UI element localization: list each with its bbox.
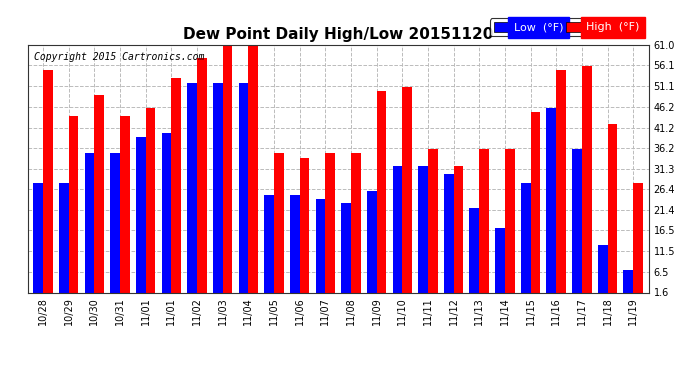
Bar [213,82,223,299]
Bar [453,166,463,299]
Bar [402,87,412,299]
Bar [264,195,274,299]
Bar [325,153,335,299]
Bar [290,195,299,299]
Bar [341,203,351,299]
Bar [505,149,515,299]
Bar [495,228,505,299]
Bar [120,116,130,299]
Bar [428,149,437,299]
Bar [418,166,428,299]
Bar [377,91,386,299]
Bar [444,174,453,299]
Bar [187,82,197,299]
Bar [351,153,361,299]
Bar [146,108,155,299]
Text: Copyright 2015 Cartronics.com: Copyright 2015 Cartronics.com [34,53,204,62]
Bar [598,245,607,299]
Bar [248,45,258,299]
Bar [546,108,556,299]
Bar [69,116,79,299]
Bar [480,149,489,299]
Bar [469,207,480,299]
Legend: Low  (°F), High  (°F): Low (°F), High (°F) [490,18,643,36]
Bar [33,183,43,299]
Bar [521,183,531,299]
Bar [223,45,233,299]
Bar [315,199,325,299]
Bar [624,270,633,299]
Bar [161,132,171,299]
Bar [85,153,95,299]
Bar [110,153,120,299]
Bar [197,57,207,299]
Bar [582,66,591,299]
Bar [572,149,582,299]
Bar [607,124,618,299]
Bar [239,82,248,299]
Bar [95,95,104,299]
Title: Dew Point Daily High/Low 20151120: Dew Point Daily High/Low 20151120 [183,27,493,42]
Bar [633,183,643,299]
Bar [43,70,52,299]
Bar [367,191,377,299]
Bar [274,153,284,299]
Bar [531,112,540,299]
Bar [136,136,146,299]
Bar [393,166,402,299]
Bar [299,158,309,299]
Bar [171,78,181,299]
Bar [59,183,69,299]
Bar [556,70,566,299]
